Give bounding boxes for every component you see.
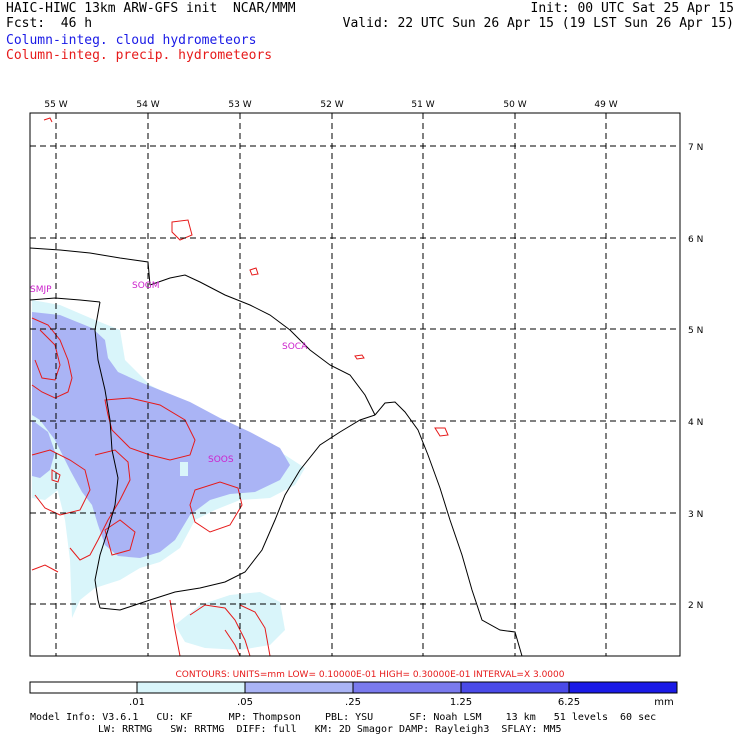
- lon-label: 50 W: [503, 100, 526, 110]
- forecast-hour: Fcst: 46 h: [6, 16, 93, 31]
- colorbar-tick: 6.25: [558, 697, 580, 708]
- station-label: SOCA: [282, 342, 308, 352]
- cloud-shade-medium: [32, 312, 290, 558]
- contours-note: CONTOURS: UNITS=mm LOW= 0.10000E-01 HIGH…: [176, 670, 565, 680]
- lat-label: 7 N: [688, 143, 703, 153]
- lat-label: 3 N: [688, 510, 703, 520]
- colorbar-bin: [568, 681, 678, 694]
- cloud-hole: [180, 462, 188, 476]
- lat-label: 2 N: [688, 601, 703, 611]
- legend-precip: Column-integ. precip. hydrometeors: [6, 48, 273, 63]
- model-info-line2: LW: RRTMG SW: RRTMG DIFF: full KM: 2D Sm…: [98, 724, 562, 735]
- colorbar-units: mm: [654, 697, 673, 708]
- colorbar-bin: [460, 681, 570, 694]
- lat-label: 5 N: [688, 326, 703, 336]
- colorbar: .01 .05 .25 1.25 6.25 mm: [29, 681, 678, 708]
- init-time: Init: 00 UTC Sat 25 Apr 15: [530, 1, 735, 16]
- precip-contours: [31, 117, 449, 656]
- colorbar-bin: [244, 681, 354, 694]
- station-label: SMJP: [30, 285, 52, 295]
- lon-label: 54 W: [136, 100, 159, 110]
- station-label: SOOS: [208, 455, 234, 465]
- plot-title: HAIC-HIWC 13km ARW-GFS init NCAR/MMM: [6, 1, 296, 16]
- colorbar-tick: 1.25: [450, 697, 472, 708]
- lon-label: 55 W: [44, 100, 67, 110]
- legend-cloud: Column-integ. cloud hydrometeors: [6, 33, 257, 48]
- lon-label: 51 W: [411, 100, 434, 110]
- lat-lon-grid: [30, 113, 680, 656]
- lat-label: 4 N: [688, 418, 703, 428]
- colorbar-tick: .05: [237, 697, 253, 708]
- colorbar-bin: [136, 681, 246, 694]
- valid-time: Valid: 22 UTC Sun 26 Apr 15 (19 LST Sun …: [342, 16, 734, 31]
- model-info-line1: Model Info: V3.6.1 CU: KF MP: Thompson P…: [30, 712, 657, 723]
- coastline-borders: [30, 247, 523, 656]
- map-frame: [29, 112, 681, 657]
- lon-label: 53 W: [228, 100, 251, 110]
- cloud-shade-medium: [32, 420, 55, 478]
- cloud-shade-light: [175, 592, 285, 650]
- colorbar-bin: [29, 681, 138, 694]
- colorbar-bin: [352, 681, 462, 694]
- colorbar-tick: .25: [345, 697, 361, 708]
- lat-label: 6 N: [688, 235, 703, 245]
- station-label: SOGM: [132, 281, 160, 291]
- lon-label: 52 W: [320, 100, 343, 110]
- colorbar-tick: .01: [129, 697, 145, 708]
- lon-label: 49 W: [594, 100, 617, 110]
